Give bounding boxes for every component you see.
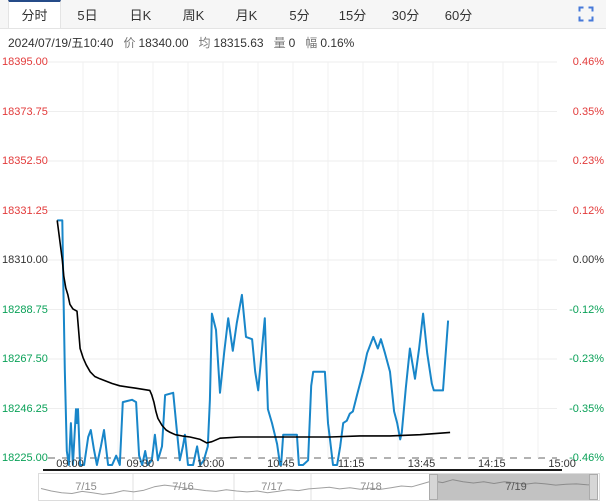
tab-分时[interactable]: 分时 — [8, 0, 61, 28]
navigator-date-7/19[interactable]: 7/19 — [505, 481, 527, 493]
tab-30分[interactable]: 30分 — [391, 8, 420, 23]
axis-separator-line — [43, 469, 562, 471]
average-line — [56, 220, 451, 444]
y-axis-percent-label: -0.46% — [569, 452, 604, 464]
x-axis-time-label: 10:00 — [196, 458, 225, 470]
quote-price: 价 18340.00 — [123, 35, 189, 50]
y-axis-price-label: 18310.00 — [2, 254, 48, 266]
x-axis-time-label: 14:15 — [478, 458, 506, 470]
navigator-date-7/18[interactable]: 7/18 — [360, 481, 382, 493]
tab-15分[interactable]: 15分 — [338, 8, 367, 23]
x-axis-time-label: 11:15 — [337, 458, 365, 470]
quote-change: 幅 0.16% — [305, 35, 355, 50]
y-axis-percent-label: 0.46% — [572, 56, 604, 68]
tab-5日[interactable]: 5日 — [77, 8, 98, 23]
price-line — [57, 219, 450, 466]
date-navigator[interactable]: 7/15 7/16 7/17 7/18 7/19 — [38, 473, 600, 501]
navigator-date-7/15[interactable]: 7/15 — [75, 481, 97, 493]
y-axis-percent-label: 0.00% — [572, 254, 604, 266]
x-axis-time-label: 15:00 — [548, 458, 576, 470]
navigator-sparkline-line — [40, 479, 598, 495]
y-axis-price-label: 18246.25 — [2, 402, 48, 415]
y-axis-percent-label: -0.35% — [569, 402, 604, 415]
y-axis-percent-label: 0.12% — [572, 204, 604, 217]
y-axis-price-label: 18225.00 — [2, 452, 48, 464]
tab-日K[interactable]: 日K — [129, 8, 152, 23]
y-axis-price-label: 18395.00 — [2, 56, 48, 68]
chart-period-tabs: 分时 5日 日K 周K 月K 5分 15分 30分 60分 — [0, 0, 606, 29]
navigator-date-7/17[interactable]: 7/17 — [261, 481, 283, 493]
x-axis-time-label: 13:45 — [407, 458, 436, 470]
y-axis-percent-label: 0.23% — [572, 155, 604, 167]
x-axis-time-label: 09:30 — [126, 458, 155, 470]
y-axis-price-label: 18352.50 — [2, 155, 48, 167]
tab-60分[interactable]: 60分 — [444, 8, 473, 23]
y-axis-price-label: 18267.50 — [2, 353, 48, 365]
y-axis-price-label: 18288.75 — [2, 303, 48, 316]
tab-周K[interactable]: 周K — [182, 8, 205, 23]
navigator-right-handle[interactable] — [589, 474, 598, 500]
navigator-selected-range[interactable] — [438, 474, 589, 500]
tab-月K[interactable]: 月K — [235, 8, 258, 23]
x-axis-time-label: 09:00 — [56, 458, 84, 470]
navigator-date-7/16[interactable]: 7/16 — [172, 481, 194, 493]
quote-average: 均 18315.63 — [198, 35, 264, 50]
fullscreen-icon[interactable] — [578, 6, 594, 22]
y-axis-price-label: 18331.25 — [2, 204, 48, 217]
tab-5分[interactable]: 5分 — [289, 8, 310, 23]
y-axis-price-label: 18373.75 — [2, 105, 48, 118]
y-axis-percent-label: 0.35% — [572, 105, 604, 118]
quote-datetime: 2024/07/19/五10:40 — [8, 35, 114, 50]
x-axis-time-label: 10:45 — [267, 458, 295, 470]
navigator-left-handle[interactable] — [429, 474, 438, 500]
y-axis-percent-label: -0.12% — [569, 303, 604, 316]
y-axis-percent-label: -0.23% — [569, 353, 604, 365]
